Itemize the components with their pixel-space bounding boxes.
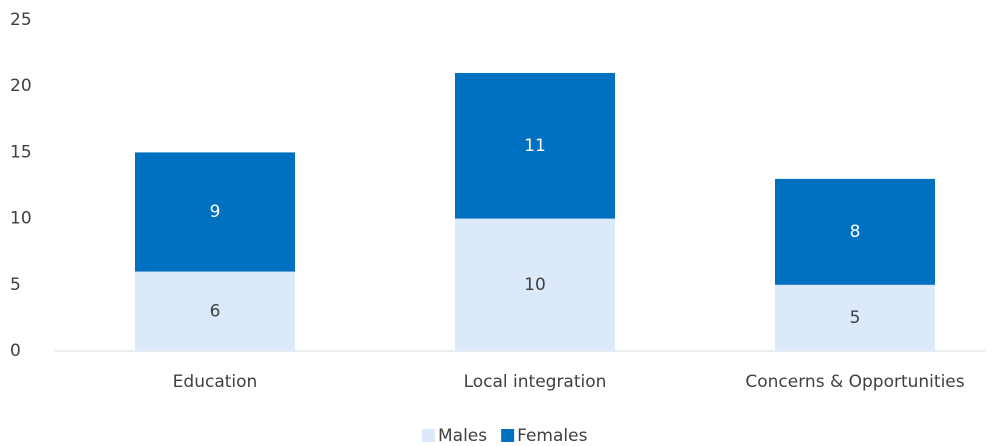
bar-segment — [135, 271, 295, 351]
y-tick-label: 25 — [10, 10, 32, 30]
y-tick-label: 0 — [10, 341, 21, 361]
y-tick-label: 5 — [10, 275, 21, 295]
data-label: 6 — [210, 301, 221, 321]
x-tick-label: Education — [173, 372, 258, 392]
bar-segment — [775, 178, 935, 285]
data-label: 5 — [850, 308, 861, 328]
y-tick-label: 15 — [10, 142, 32, 162]
x-tick-label: Local integration — [464, 372, 607, 392]
legend-label: Males — [438, 426, 487, 446]
y-tick-label: 20 — [10, 76, 32, 96]
data-label: 8 — [850, 222, 861, 242]
bar-segment — [455, 218, 615, 351]
x-tick-label: Concerns & Opportunities — [745, 372, 964, 392]
bar-segment — [455, 72, 615, 219]
legend-label: Females — [517, 426, 587, 446]
y-tick-label: 10 — [10, 209, 32, 229]
data-label: 10 — [524, 275, 546, 295]
legend-swatch — [422, 429, 435, 442]
legend-swatch — [501, 429, 515, 442]
data-label: 11 — [524, 136, 546, 156]
bar-segment — [775, 284, 935, 351]
bar-segment — [135, 152, 295, 272]
data-label: 9 — [210, 202, 221, 222]
